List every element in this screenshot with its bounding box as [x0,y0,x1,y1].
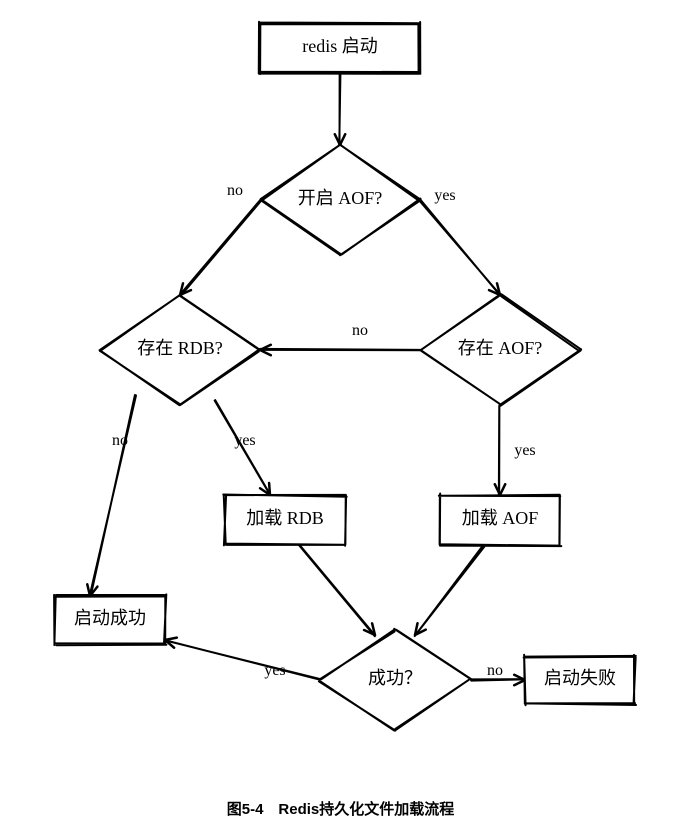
node-has_rdb: 存在 RDB? [100,294,260,405]
node-start: redis 启动 [259,22,421,74]
edge-load_rdb-success [299,545,375,636]
edge-success-ok: yes [164,638,321,680]
node-success: 成功？ [319,629,471,731]
node-fail: 启动失败 [524,655,636,705]
node-label: 开启 AOF? [298,188,383,208]
figure-caption: 图5-4 Redis持久化文件加载流程 [0,798,681,819]
edge-start-aof_on [335,73,345,146]
edge-label: no [227,182,243,199]
node-label: 成功？ [368,668,422,688]
flowchart-svg: no yes no no yes yes yes no redis 启动开启 AOF? 存在 RD… [0,0,681,790]
node-label: 启动失败 [544,668,616,688]
node-ok: 启动成功 [54,594,166,645]
edge-load_aof-success [415,544,486,636]
node-label: 存在 AOF? [458,338,543,358]
edge-label: no [352,322,368,339]
node-label: redis 启动 [302,36,378,56]
edge-label: no [112,432,128,449]
edge-has_aof-has_rdb: no [260,322,421,355]
node-label: 存在 RDB? [137,338,223,358]
node-aof_on: 开启 AOF? [260,144,421,255]
edge-label: yes [264,662,285,679]
edge-label: yes [514,442,535,459]
edge-label: yes [434,187,455,204]
edge-has_rdb-ok: no [87,395,136,597]
node-load_rdb: 加载 RDB [223,494,346,545]
edge-label: no [487,662,503,679]
edge-label: yes [234,432,255,449]
edge-has_rdb-load_rdb: yes [215,400,271,496]
node-label: 加载 RDB [246,508,324,528]
edge-has_aof-load_aof: yes [495,405,536,495]
edge-aof_on-has_rdb: no [179,182,261,296]
node-label: 启动成功 [74,608,146,628]
node-load_aof: 加载 AOF [439,493,562,546]
node-label: 加载 AOF [462,508,539,528]
edge-success-fail: no [470,662,525,685]
node-has_aof: 存在 AOF? [420,294,581,406]
edge-aof_on-has_aof: yes [419,187,500,295]
flowchart-container: no yes no no yes yes yes no redis 启动开启 AOF? 存在 RD… [0,0,681,819]
